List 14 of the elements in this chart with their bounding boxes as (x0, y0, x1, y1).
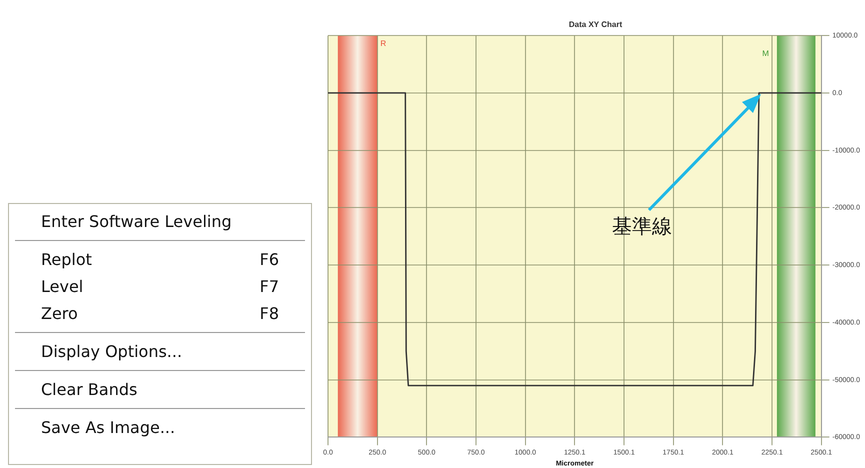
text: Level (41, 276, 84, 298)
band-label: M (762, 48, 770, 58)
annotation: 基準線 (612, 213, 672, 240)
text: Replot (41, 249, 92, 271)
text: F7 (260, 276, 279, 298)
text: Enter Software Leveling (41, 211, 232, 233)
text: Display Options... (41, 341, 182, 363)
chart-title: Data XY Chart (568, 20, 622, 30)
text: Zero (41, 303, 78, 325)
band-label: R (380, 38, 386, 48)
text: F8 (260, 303, 279, 325)
text: Save As Image... (41, 417, 176, 439)
text: Clear Bands (41, 379, 138, 401)
text: F6 (260, 249, 279, 271)
